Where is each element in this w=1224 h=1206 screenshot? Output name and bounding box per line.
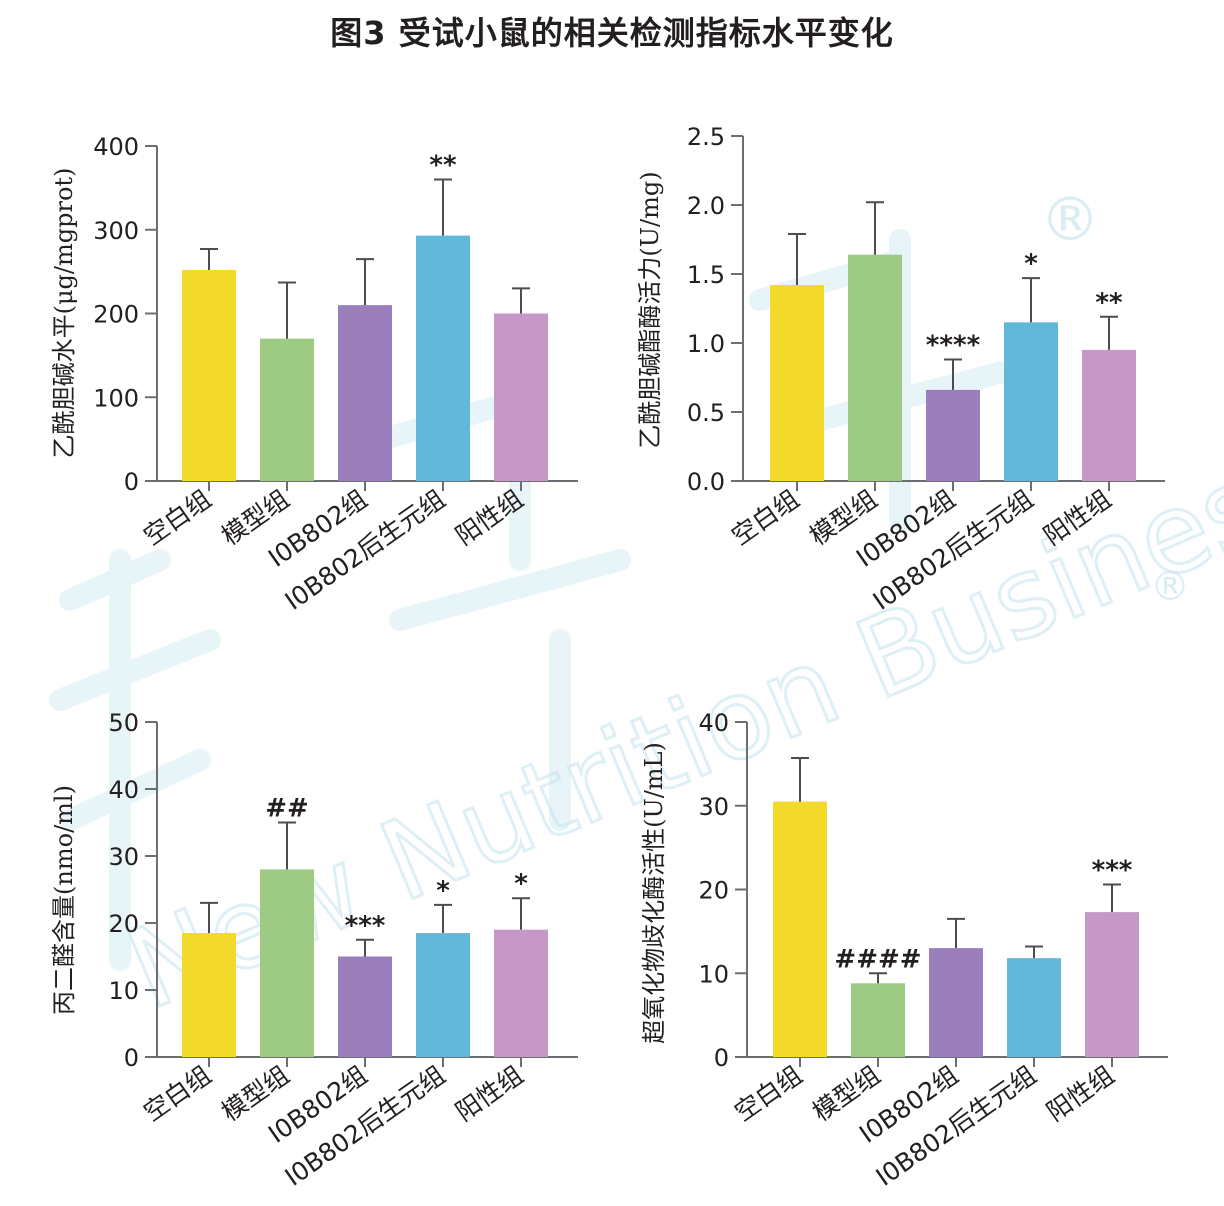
- bar: [260, 338, 314, 481]
- y-tick-label: 40: [108, 776, 139, 804]
- significance-label: *: [436, 876, 450, 906]
- bar: [1004, 322, 1058, 481]
- y-axis-label: 乙酰胆碱水平(μg/mgprot): [50, 168, 78, 459]
- bar: [338, 305, 392, 481]
- y-axis-label: 乙酰胆碱酯酶活力(U/mg): [636, 171, 664, 448]
- y-tick-label: 30: [108, 843, 139, 871]
- y-tick-label: 0.5: [687, 399, 725, 427]
- bar: [1085, 912, 1139, 1057]
- bar: [182, 933, 236, 1057]
- figure-title: 图3 受试小鼠的相关检测指标水平变化: [330, 14, 894, 52]
- y-tick-label: 20: [108, 910, 139, 938]
- bar: [1007, 958, 1061, 1057]
- significance-label: *: [514, 869, 528, 899]
- x-category-label: 空白组: [729, 1060, 807, 1127]
- y-tick-label: 2.0: [687, 192, 725, 220]
- bar: [338, 956, 392, 1057]
- y-axis-label: 超氧化物歧化酶活性(U/mL): [640, 742, 668, 1044]
- significance-label: ##: [265, 794, 309, 824]
- significance-label: **: [1095, 288, 1123, 318]
- bar: [848, 254, 902, 481]
- y-tick-label: 10: [108, 977, 139, 1005]
- significance-label: ***: [1092, 855, 1133, 885]
- significance-label: ####: [834, 944, 921, 974]
- y-tick-label: 0: [124, 1044, 139, 1072]
- bar: [1082, 349, 1136, 481]
- y-tick-label: 1.5: [687, 261, 725, 289]
- y-tick-label: 2.5: [687, 123, 725, 151]
- significance-label: ***: [345, 911, 386, 941]
- significance-label: **: [429, 151, 457, 181]
- bar: [926, 389, 980, 481]
- bar: [494, 313, 548, 481]
- x-category-label: 阳性组: [1041, 1060, 1119, 1127]
- y-tick-label: 40: [698, 709, 729, 737]
- bar: [494, 929, 548, 1057]
- y-tick-label: 400: [93, 133, 139, 161]
- y-tick-label: 100: [93, 384, 139, 412]
- bar: [851, 983, 905, 1057]
- y-tick-label: 10: [698, 960, 729, 988]
- significance-label: ****: [926, 331, 981, 361]
- bar: [416, 235, 470, 481]
- y-tick-label: 300: [93, 217, 139, 245]
- y-tick-label: 1.0: [687, 330, 725, 358]
- bar: [416, 933, 470, 1057]
- y-tick-label: 50: [108, 709, 139, 737]
- y-tick-label: 30: [698, 793, 729, 821]
- y-tick-label: 20: [698, 877, 729, 905]
- y-tick-label: 0.0: [687, 468, 725, 496]
- bar: [260, 869, 314, 1057]
- bar: [770, 285, 824, 481]
- y-axis-label: 丙二醛含量(nmo/ml): [50, 785, 78, 1015]
- bar: [929, 948, 983, 1057]
- y-tick-label: 0: [714, 1044, 729, 1072]
- y-tick-label: 200: [93, 301, 139, 329]
- y-tick-label: 0: [124, 468, 139, 496]
- significance-label: *: [1024, 249, 1038, 279]
- bar: [182, 269, 236, 481]
- bar: [773, 801, 827, 1057]
